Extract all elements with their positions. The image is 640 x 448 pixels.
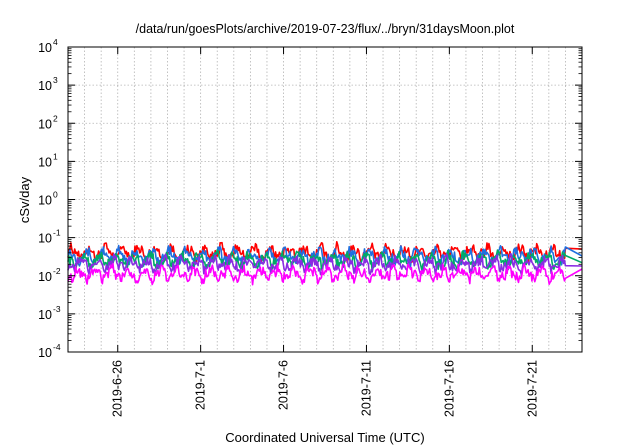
y-tick-mantissa: 10 [38,41,52,55]
y-tick-label: 10 4 [38,37,58,55]
y-tick-label: 10 -1 [38,228,61,246]
x-tick-label: 2019-7-11 [359,360,373,416]
x-tick-label: 2019-7-1 [194,360,208,410]
x-tick-label: 2019-7-6 [277,360,291,410]
y-tick-mantissa: 10 [38,270,52,284]
series-line-4 [67,252,583,276]
y-tick-mantissa: 10 [38,194,52,208]
y-tick-exponent: -1 [53,228,61,238]
y-tick-exponent: -4 [53,342,61,352]
y-tick-exponent: 4 [53,37,58,47]
y-tick-exponent: -2 [53,266,61,276]
y-tick-mantissa: 10 [38,232,52,246]
x-tick-label: 2019-6-26 [111,360,125,417]
x-tick-label: 2019-7-16 [442,360,456,417]
x-tick-labels: 2019-6-26 2019-7-1 2019-7-6 2019-7-11 2019-7… [111,360,540,417]
y-tick-mantissa: 10 [38,79,52,93]
y-tick-exponent: 2 [53,113,58,123]
y-tick-label: 10 1 [38,151,58,169]
y-tick-label: 10 0 [38,190,58,208]
y-axis-label: cSv/day [17,176,32,223]
y-tick-label: 10 -2 [38,266,61,284]
x-axis-label: Coordinated Universal Time (UTC) [225,430,424,445]
chart-title: /data/run/goesPlots/archive/2019-07-23/f… [136,22,515,36]
y-tick-label: 10 -3 [38,304,61,322]
y-tick-exponent: 0 [53,190,58,200]
y-tick-mantissa: 10 [38,346,52,360]
y-tick-exponent: -3 [53,304,61,314]
tick-marks [68,46,582,353]
y-tick-exponent: 3 [53,75,58,85]
y-tick-mantissa: 10 [38,155,52,169]
y-tick-exponent: 1 [53,151,58,161]
y-tick-label: 10 3 [38,75,58,93]
y-tick-mantissa: 10 [38,308,52,322]
series-line-5 [67,262,583,286]
y-tick-mantissa: 10 [38,117,52,131]
x-tick-label: 2019-7-21 [525,360,539,417]
series-line-3 [67,249,583,272]
series-group [67,241,583,286]
y-tick-label: 10 -4 [38,342,61,360]
y-tick-label: 10 2 [38,113,58,131]
